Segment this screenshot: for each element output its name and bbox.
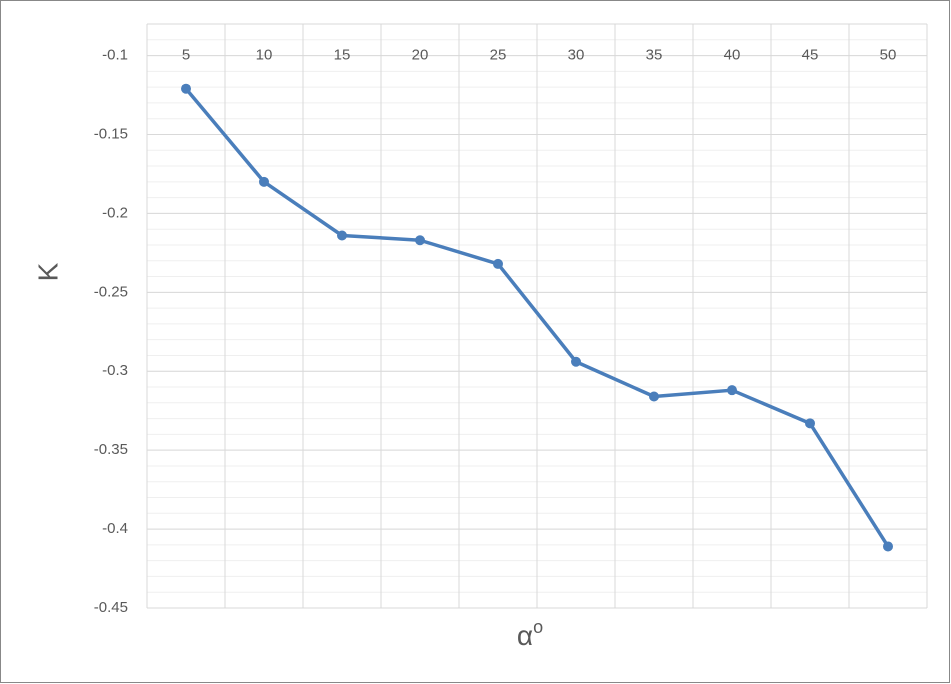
marker (883, 541, 893, 552)
marker (259, 176, 269, 187)
x-tick-label: 5 (182, 47, 190, 64)
line (184, 87, 890, 548)
x-axis-title-sup: o (533, 617, 543, 637)
x-tick-label: 25 (490, 47, 507, 64)
y-tick-label: -0.1 (102, 47, 128, 64)
x-tick-label: 50 (880, 47, 897, 64)
y-tick-label: -0.2 (102, 204, 128, 221)
marker (415, 235, 425, 246)
y-tick-label: -0.3 (102, 362, 128, 379)
y-tick-label: -0.15 (94, 125, 128, 142)
x-tick-label: 15 (334, 47, 351, 64)
marker (337, 230, 347, 241)
x-tick-label: 10 (256, 47, 273, 64)
marker (181, 83, 191, 94)
y-tick-label: -0.35 (94, 441, 128, 458)
marker (493, 258, 503, 269)
x-tick-label: 35 (646, 47, 663, 64)
marker (805, 418, 815, 429)
marker (571, 356, 581, 367)
x-tick-label: 45 (802, 47, 819, 64)
y-tick-label: -0.25 (94, 283, 128, 300)
x-tick-label: 20 (412, 47, 429, 64)
x-axis-title: αo (517, 617, 543, 652)
y-tick-label: -0.45 (94, 599, 128, 616)
y-axis-title: K (32, 262, 63, 281)
grid (146, 23, 928, 609)
x-tick-label: 40 (724, 47, 741, 64)
y-tick-label: -0.4 (102, 520, 128, 537)
x-axis-title-main: α (517, 620, 533, 651)
marker (727, 385, 737, 396)
x-tick-label: 30 (568, 47, 585, 64)
marker (649, 391, 659, 402)
